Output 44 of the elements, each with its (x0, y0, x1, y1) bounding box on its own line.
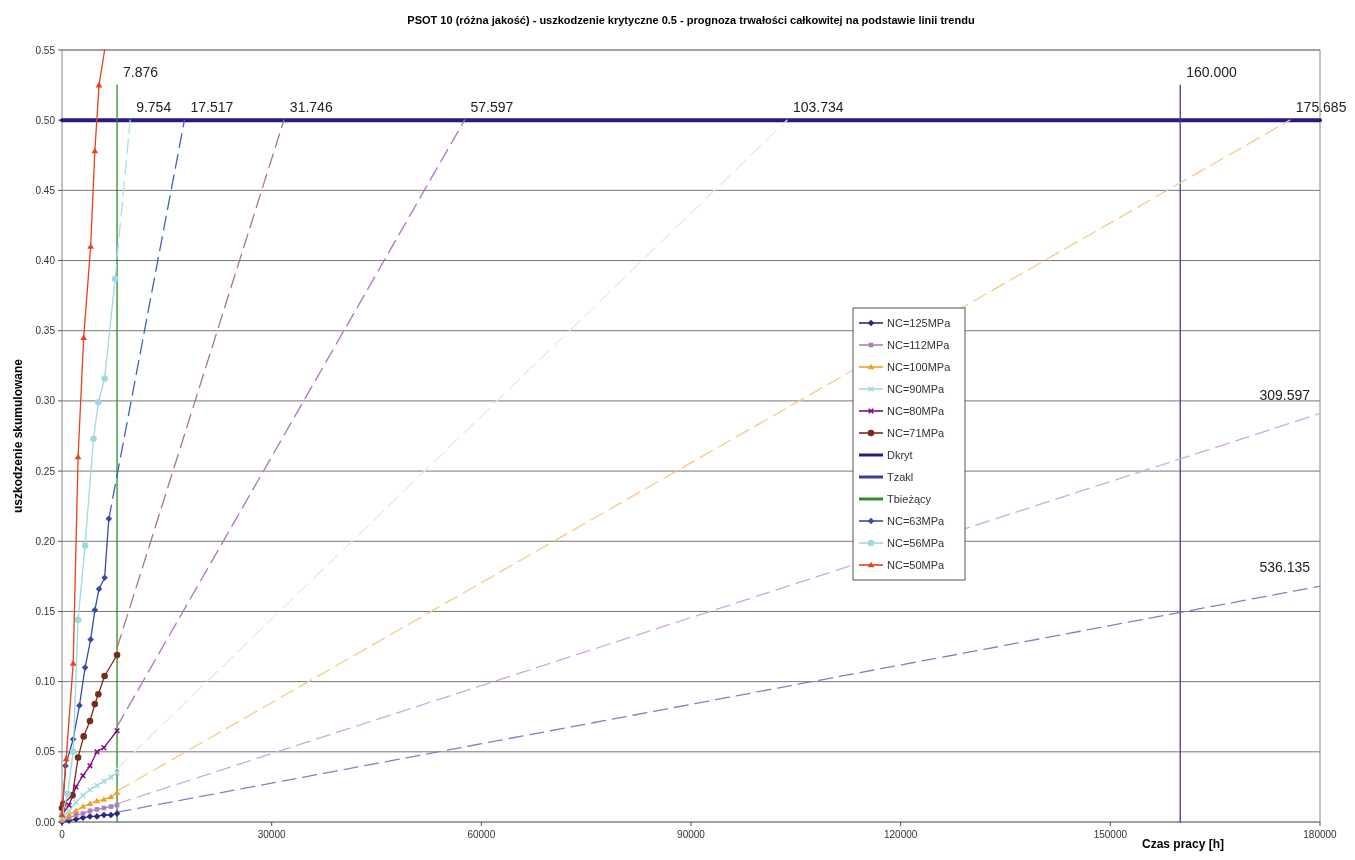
annotation: 9.754 (136, 99, 172, 116)
legend-label: NC=80MPa (887, 405, 946, 417)
annotation: 31.746 (289, 99, 333, 116)
annotation: 309.597 (1259, 386, 1311, 403)
x-tick-label: 30000 (257, 829, 287, 840)
y-tick-label: 0.55 (35, 44, 56, 56)
x-tick-label: 180000 (1303, 829, 1338, 840)
legend-label: NC=71MPa (887, 427, 946, 439)
x-tick-label: 0 (59, 829, 66, 840)
x-tick-label: 150000 (1093, 829, 1128, 840)
annotation: 160.000 (1186, 64, 1238, 81)
legend-label: Tzakl (887, 471, 914, 483)
y-tick-label: 0.45 (35, 184, 56, 196)
y-tick-label: 0.05 (35, 746, 56, 758)
legend-label: NC=125MPa (887, 317, 952, 329)
x-tick-label: 90000 (677, 829, 706, 840)
legend-label: NC=90MPa (887, 383, 946, 395)
annotation: 175.685 (1295, 99, 1347, 116)
y-tick-label: 0.20 (35, 535, 56, 547)
y-tick-label: 0.10 (35, 676, 56, 688)
annotation: 7.876 (123, 64, 159, 81)
annotation: 536.135 (1259, 559, 1311, 576)
legend-label: NC=56MPa (887, 537, 946, 549)
legend-label: NC=100MPa (887, 361, 952, 373)
legend-label: Dkryt (887, 449, 913, 461)
y-tick-label: 0.25 (35, 465, 56, 477)
y-axis-title: uszkodzenie skumulowane (11, 358, 25, 514)
y-tick-label: 0.00 (35, 816, 56, 828)
x-axis-title: Czas pracy [h] (1141, 837, 1225, 851)
y-tick-label: 0.50 (35, 114, 56, 126)
legend-label: NC=50MPa (887, 559, 946, 571)
annotation: 57.597 (470, 99, 514, 116)
y-tick-label: 0.35 (35, 325, 56, 337)
legend-label: NC=112MPa (887, 339, 951, 351)
annotation: 103.734 (792, 99, 844, 116)
y-tick-label: 0.15 (35, 605, 56, 617)
x-tick-label: 60000 (467, 829, 496, 840)
annotation: 17.517 (190, 99, 234, 116)
chart-title: PSOT 10 (różna jakość) - uszkodzenie krytyczne 0.5 - prognoza trwałości całkowitej na podstawie linii trendu (407, 14, 975, 26)
legend-label: Tbieżący (887, 493, 932, 505)
x-tick-label: 120000 (883, 829, 918, 840)
y-tick-label: 0.30 (35, 395, 56, 407)
y-tick-label: 0.40 (35, 255, 56, 267)
legend-label: NC=63MPa (887, 515, 946, 527)
